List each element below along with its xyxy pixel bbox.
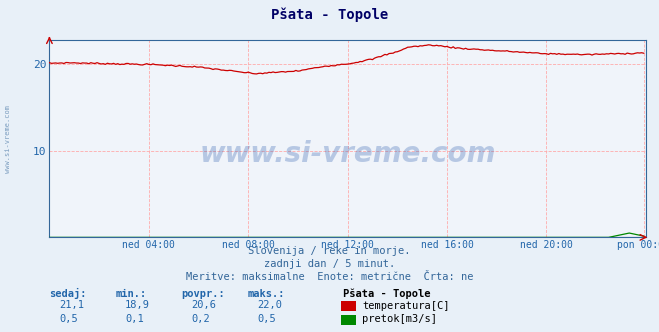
- Text: www.si-vreme.com: www.si-vreme.com: [5, 106, 11, 173]
- Text: Pšata - Topole: Pšata - Topole: [271, 8, 388, 22]
- Text: sedaj:: sedaj:: [49, 288, 87, 299]
- Text: 0,5: 0,5: [257, 314, 275, 324]
- Text: 0,2: 0,2: [191, 314, 210, 324]
- Text: 20,6: 20,6: [191, 300, 216, 310]
- Text: pretok[m3/s]: pretok[m3/s]: [362, 314, 438, 324]
- Text: 0,5: 0,5: [59, 314, 78, 324]
- Text: 21,1: 21,1: [59, 300, 84, 310]
- Text: 22,0: 22,0: [257, 300, 282, 310]
- Text: zadnji dan / 5 minut.: zadnji dan / 5 minut.: [264, 259, 395, 269]
- Text: www.si-vreme.com: www.si-vreme.com: [200, 140, 496, 168]
- Text: Pšata - Topole: Pšata - Topole: [343, 289, 430, 299]
- Text: maks.:: maks.:: [247, 289, 285, 299]
- Text: min.:: min.:: [115, 289, 146, 299]
- Text: povpr.:: povpr.:: [181, 289, 225, 299]
- Text: Meritve: maksimalne  Enote: metrične  Črta: ne: Meritve: maksimalne Enote: metrične Črta…: [186, 272, 473, 282]
- Text: temperatura[C]: temperatura[C]: [362, 301, 450, 311]
- Text: 18,9: 18,9: [125, 300, 150, 310]
- Text: Slovenija / reke in morje.: Slovenija / reke in morje.: [248, 246, 411, 256]
- Text: 0,1: 0,1: [125, 314, 144, 324]
- Text: #2255aa: #2255aa: [345, 154, 351, 155]
